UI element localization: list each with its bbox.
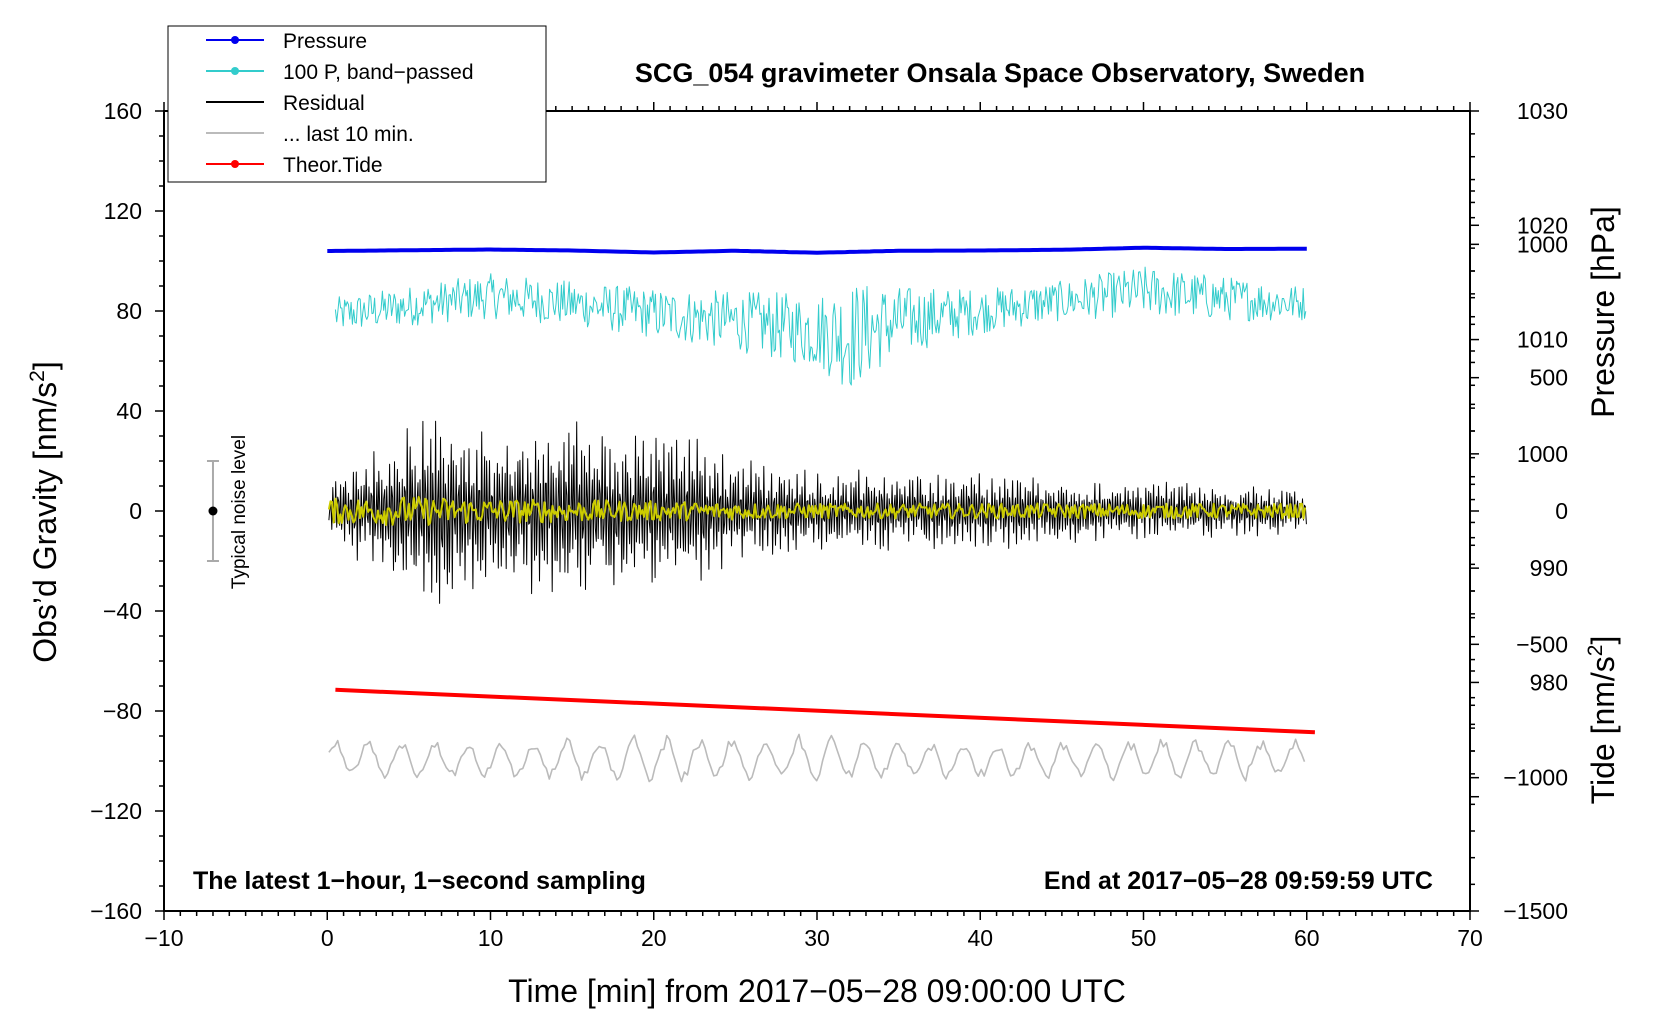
y-tick-label-pressure: 1010 — [1517, 327, 1568, 353]
legend-label: Residual — [283, 92, 365, 115]
noise-level-indicator — [206, 460, 219, 562]
y-axis-label-pressure: Pressure [hPa] — [1585, 206, 1621, 418]
y-tick-label-tide: 1000 — [1517, 231, 1568, 257]
x-tick-label: 70 — [1457, 925, 1483, 951]
legend-items: Pressure 100 P, band−passed Residual ... la… — [206, 30, 474, 177]
y-tick-label-pressure: 990 — [1530, 555, 1568, 581]
y-tick-label-left: 160 — [104, 98, 142, 124]
legend-label: Theor.Tide — [283, 154, 383, 177]
y-tick-label-left: −80 — [103, 698, 142, 724]
y-tick-label-tide: 0 — [1555, 498, 1568, 524]
legend-label: ... last 10 min. — [283, 123, 414, 146]
noise-level-label: Typical noise level — [229, 435, 250, 589]
y-tick-label-pressure: 1020 — [1517, 212, 1568, 238]
legend: Pressure 100 P, band−passed Residual ... la… — [167, 25, 547, 183]
x-axis-label: Time [min] from 2017−05−28 09:00:00 UTC — [508, 973, 1126, 1009]
y-tick-label-left: −160 — [90, 898, 142, 924]
x-tick-label: −10 — [144, 925, 183, 951]
series-layer — [327, 245, 1315, 783]
legend-box — [167, 25, 547, 183]
y-tick-label-tide: −1000 — [1503, 765, 1568, 791]
y-axis-label-left-end: ] — [27, 361, 63, 370]
noise-center-dot — [208, 506, 218, 516]
y-axis-label-tide-main: Tide [nm/s — [1585, 656, 1621, 804]
series-tide-line — [335, 687, 1315, 735]
x-tick-label: 10 — [478, 925, 504, 951]
y-tick-label-tide: 500 — [1530, 365, 1568, 391]
legend-label: Pressure — [283, 30, 367, 53]
axes-layer: −10 0 10 20 30 40 50 60 7016012080400−40−80−120−… — [90, 98, 1568, 951]
x-tick-label: 50 — [1131, 925, 1157, 951]
y-tick-label-pressure: 980 — [1530, 669, 1568, 695]
series-pressure-line — [327, 245, 1307, 255]
y-tick-label-pressure: 1030 — [1517, 98, 1568, 124]
legend-marker — [231, 160, 239, 168]
x-tick-label: 40 — [967, 925, 993, 951]
y-tick-label-tide: −1500 — [1503, 898, 1568, 924]
y-tick-label-left: 40 — [116, 398, 142, 424]
x-tick-label: 20 — [641, 925, 667, 951]
series-band-passed-line — [334, 266, 1307, 386]
y-axis-label-tide: Tide [nm/s2] — [1584, 636, 1621, 805]
y-axis-label-tide-end: ] — [1585, 636, 1621, 645]
y-tick-label-tide: −500 — [1516, 631, 1568, 657]
y-tick-label-pressure: 1000 — [1517, 441, 1568, 467]
legend-marker — [231, 36, 239, 44]
annotation-end-time: End at 2017−05−28 09:59:59 UTC — [1044, 867, 1433, 895]
series-residual-smoothed-line — [327, 495, 1307, 526]
x-tick-label: 0 — [321, 925, 334, 951]
x-tick-label: 30 — [804, 925, 830, 951]
series-last-10-min-line — [328, 733, 1306, 783]
y-axis-label-left-sup: 2 — [26, 370, 49, 382]
legend-label: 100 P, band−passed — [283, 61, 474, 84]
y-axis-label-left-main: Obs’d Gravity [nm/s — [27, 382, 63, 663]
y-tick-label-left: −40 — [103, 598, 142, 624]
y-tick-label-left: 0 — [129, 498, 142, 524]
chart-title: SCG_054 gravimeter Onsala Space Observat… — [635, 58, 1365, 88]
y-axis-label-left: Obs’d Gravity [nm/s2] — [26, 361, 63, 663]
y-axis-label-tide-sup: 2 — [1584, 645, 1607, 657]
annotation-sampling: The latest 1−hour, 1−second sampling — [193, 867, 646, 895]
y-tick-label-left: 80 — [116, 298, 142, 324]
y-tick-label-left: 120 — [104, 198, 142, 224]
legend-marker — [231, 67, 239, 75]
x-tick-label: 60 — [1294, 925, 1320, 951]
y-tick-label-left: −120 — [90, 798, 142, 824]
